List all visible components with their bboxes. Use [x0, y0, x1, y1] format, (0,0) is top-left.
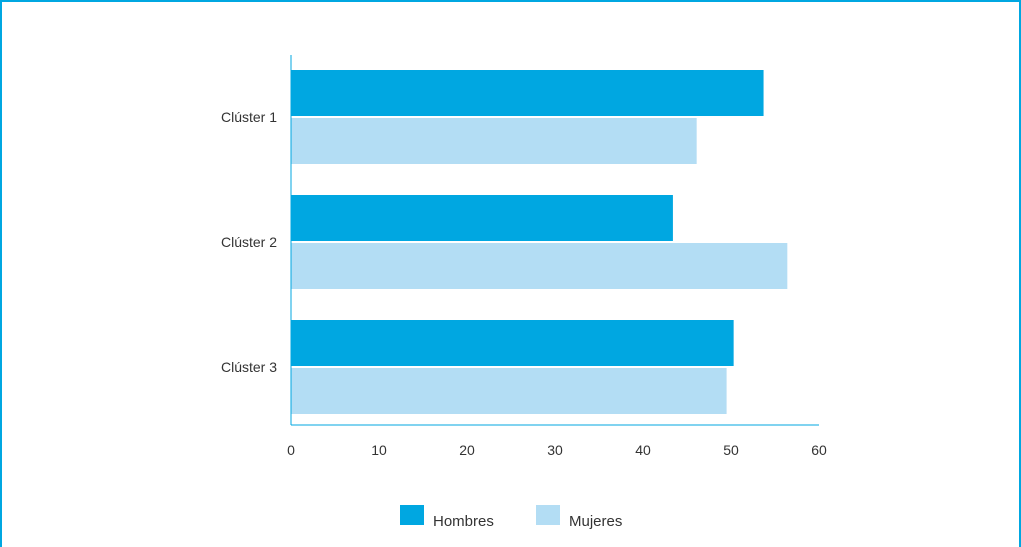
bar-mujeres-2 — [291, 243, 788, 289]
bar-hombres-1 — [291, 70, 764, 116]
bar-hombres-2 — [291, 195, 673, 241]
x-tick-label: 0 — [287, 442, 295, 458]
x-tick-label: 60 — [811, 442, 827, 458]
legend-label-hombres: Hombres — [433, 513, 494, 530]
x-tick-label: 20 — [459, 442, 475, 458]
x-tick-labels: 0 10 20 30 40 50 60 — [287, 442, 827, 458]
category-label-1: Clúster 1 — [221, 109, 277, 125]
legend: Hombres Mujeres — [400, 505, 622, 530]
bars-group — [291, 70, 788, 414]
legend-swatch-mujeres — [536, 505, 560, 525]
bar-mujeres-1 — [291, 118, 697, 164]
category-label-3: Clúster 3 — [221, 359, 277, 375]
x-tick-label: 40 — [635, 442, 651, 458]
x-tick-label: 30 — [547, 442, 563, 458]
legend-swatch-hombres — [400, 505, 424, 525]
bar-hombres-3 — [291, 320, 734, 366]
category-labels: Clúster 1 Clúster 2 Clúster 3 — [221, 109, 277, 375]
legend-label-mujeres: Mujeres — [569, 513, 622, 530]
x-tick-label: 50 — [723, 442, 739, 458]
category-label-2: Clúster 2 — [221, 234, 277, 250]
x-tick-label: 10 — [371, 442, 387, 458]
bar-mujeres-3 — [291, 368, 727, 414]
